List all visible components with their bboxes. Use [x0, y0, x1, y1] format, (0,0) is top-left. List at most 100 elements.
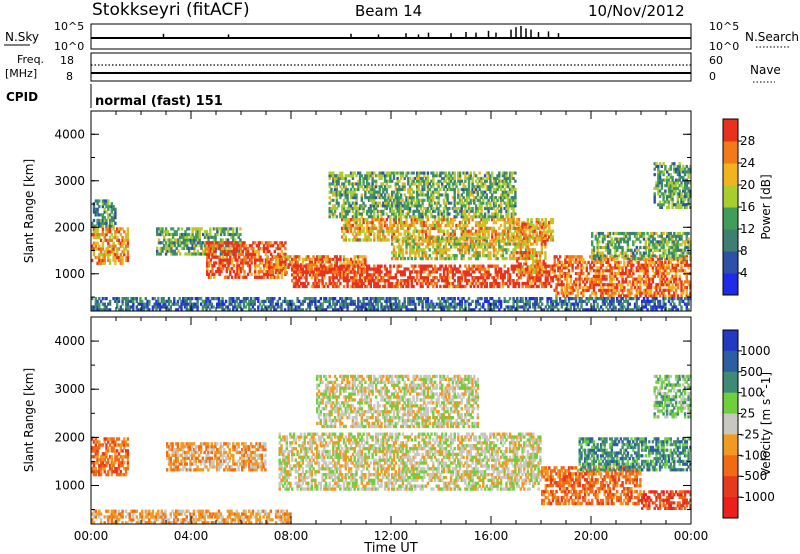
heatmap-cell: [383, 279, 387, 283]
heatmap-cell: [173, 238, 177, 242]
heatmap-cell: [478, 171, 481, 175]
heatmap-cell: [339, 255, 342, 259]
heatmap-cell: [624, 277, 628, 281]
heatmap-cell: [537, 262, 540, 266]
heatmap-cell: [521, 232, 524, 236]
heatmap-cell: [510, 204, 513, 208]
heatmap-cell: [344, 223, 347, 228]
heatmap-cell: [391, 179, 394, 183]
heatmap-cell: [449, 226, 453, 230]
heatmap-cell: [519, 256, 522, 260]
heatmap-cell: [305, 267, 308, 271]
heatmap-cell: [480, 245, 483, 249]
heatmap-cell: [110, 218, 113, 223]
heatmap-cell: [501, 215, 505, 219]
heatmap-cell: [591, 291, 594, 295]
heatmap-cell: [528, 234, 531, 238]
heatmap-cell: [603, 288, 606, 292]
heatmap-cell: [603, 277, 606, 281]
heatmap-cell: [112, 216, 115, 220]
heatmap-cell: [557, 269, 560, 273]
heatmap-cell: [203, 246, 207, 250]
heatmap-cell: [439, 284, 442, 289]
heatmap-cell: [569, 255, 572, 259]
heatmap-cell: [423, 198, 426, 202]
heatmap-cell: [442, 218, 446, 222]
heatmap-cell: [419, 207, 422, 211]
heatmap-cell: [351, 218, 355, 222]
heatmap-cell: [446, 174, 449, 178]
heatmap-cell: [383, 201, 387, 205]
heatmap-cell: [538, 256, 542, 260]
heatmap-cell: [446, 239, 449, 243]
heatmap-cell: [471, 245, 474, 249]
heatmap-cell: [351, 238, 355, 242]
heatmap-cell: [489, 176, 492, 180]
heatmap-cell: [410, 220, 413, 225]
heatmap-cell: [526, 236, 530, 240]
heatmap-cell: [596, 274, 599, 278]
heatmap-cell: [617, 263, 621, 267]
heatmap-cell: [103, 261, 106, 265]
heatmap-cell: [362, 255, 365, 259]
heatmap-cell: [501, 236, 505, 240]
heatmap-cell: [275, 247, 278, 251]
heatmap-cell: [357, 229, 360, 233]
heatmap-cell: [239, 258, 243, 262]
heatmap-cell: [524, 239, 528, 243]
heatmap-cell: [478, 229, 481, 233]
heatmap-cell: [514, 248, 517, 252]
heatmap-cell: [591, 248, 594, 252]
heatmap-cell: [227, 249, 230, 254]
heatmap-cell: [494, 179, 497, 183]
heatmap-cell: [501, 196, 505, 200]
heatmap-cell: [433, 190, 437, 194]
heatmap-cell: [164, 249, 168, 253]
heatmap-cell: [614, 254, 617, 258]
heatmap-cell: [474, 179, 478, 183]
heatmap-cell: [364, 263, 367, 267]
heatmap-cell: [476, 251, 480, 255]
heatmap-cell: [630, 285, 633, 290]
heatmap-cell: [544, 251, 547, 255]
heatmap-cell: [274, 265, 278, 269]
heatmap-cell: [469, 176, 472, 180]
heatmap-cell: [521, 222, 524, 226]
heatmap-cell: [307, 257, 310, 261]
heatmap-cell: [299, 273, 303, 277]
heatmap-cell: [614, 285, 617, 290]
heatmap-cell: [471, 254, 474, 258]
heatmap-cell: [473, 174, 476, 178]
heatmap-cell: [421, 204, 424, 208]
heatmap-cell: [364, 176, 367, 180]
heatmap-cell: [642, 291, 646, 295]
heatmap-cell: [335, 215, 338, 219]
heatmap-cell: [591, 257, 594, 261]
heatmap-cell: [364, 174, 367, 178]
heatmap-cell: [453, 256, 456, 261]
heatmap-cell: [367, 185, 371, 189]
heatmap-cell: [526, 220, 530, 225]
heatmap-cell: [186, 227, 189, 231]
heatmap-cell: [474, 215, 478, 219]
heatmap-cell: [282, 255, 285, 259]
heatmap-cell: [292, 257, 296, 261]
heatmap-cell: [512, 242, 515, 246]
heatmap-cell: [508, 242, 512, 246]
heatmap-cell: [274, 271, 278, 275]
heatmap-cell: [373, 223, 376, 228]
heatmap-cell: [248, 252, 252, 256]
heatmap-cell: [239, 238, 242, 242]
heatmap-cell: [505, 176, 508, 180]
heatmap-cell: [348, 279, 351, 283]
heatmap-cell: [494, 229, 497, 233]
heatmap-cell: [546, 264, 549, 268]
heatmap-cell: [657, 263, 660, 267]
heatmap-cell: [460, 212, 463, 216]
heatmap-cell: [376, 201, 380, 205]
heatmap-cell: [528, 276, 531, 280]
heatmap-cell: [417, 236, 421, 240]
heatmap-cell: [405, 196, 408, 200]
heatmap-cell: [296, 273, 299, 277]
heatmap-cell: [357, 187, 360, 191]
